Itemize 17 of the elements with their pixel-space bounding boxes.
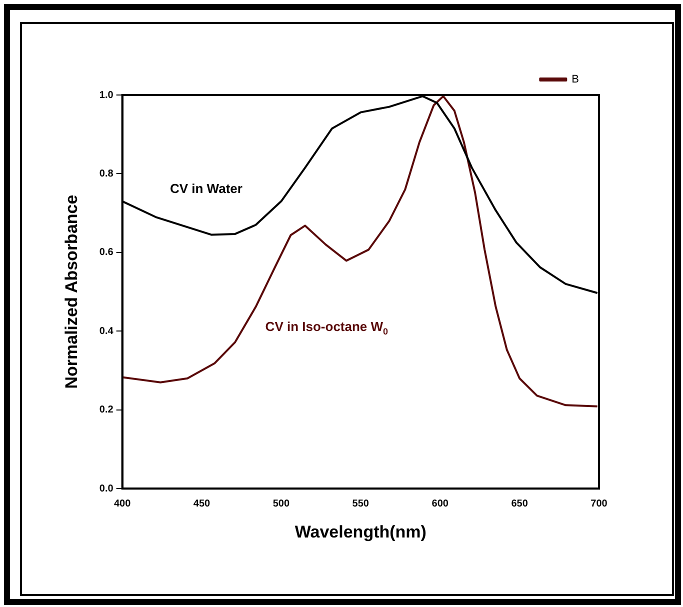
x-tick-label: 650 (511, 498, 528, 510)
x-tick-label: 500 (272, 498, 290, 510)
y-tick-label: 1.0 (99, 90, 114, 101)
y-tick-label: 0.2 (99, 404, 114, 416)
x-axis-title: Wavelength(nm) (294, 522, 426, 542)
y-tick-label: 0.8 (99, 168, 114, 180)
y-tick-label: 0.0 (99, 483, 114, 494)
x-tick-label: 550 (352, 498, 370, 510)
y-tick-label: 0.6 (99, 247, 114, 258)
legend-label: B (572, 74, 580, 86)
y-axis-title: Normalized Absorbance (62, 194, 81, 389)
y-tick-label: 0.4 (99, 326, 114, 337)
x-tick-label: 450 (193, 498, 211, 510)
x-tick-label: 400 (114, 498, 132, 510)
annotation: CV in Water (170, 181, 242, 196)
x-tick-label: 600 (432, 498, 449, 510)
x-tick-label: 700 (590, 498, 608, 510)
